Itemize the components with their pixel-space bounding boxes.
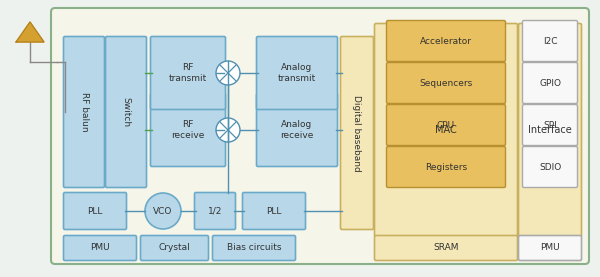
FancyBboxPatch shape xyxy=(386,63,505,104)
Text: 1/2: 1/2 xyxy=(208,206,222,216)
Text: CPU: CPU xyxy=(437,120,455,130)
FancyBboxPatch shape xyxy=(523,20,577,61)
Text: SRAM: SRAM xyxy=(433,243,459,253)
Text: VCO: VCO xyxy=(154,206,173,216)
FancyBboxPatch shape xyxy=(257,37,337,109)
FancyBboxPatch shape xyxy=(64,37,104,188)
Circle shape xyxy=(145,193,181,229)
Text: Analog
transmit: Analog transmit xyxy=(278,63,316,83)
FancyBboxPatch shape xyxy=(518,235,581,260)
FancyBboxPatch shape xyxy=(140,235,209,260)
FancyBboxPatch shape xyxy=(386,147,505,188)
Text: Interface: Interface xyxy=(528,125,572,135)
Text: RF
receive: RF receive xyxy=(172,120,205,140)
Text: PLL: PLL xyxy=(88,206,103,216)
FancyBboxPatch shape xyxy=(257,94,337,166)
FancyBboxPatch shape xyxy=(64,193,127,230)
FancyBboxPatch shape xyxy=(151,94,226,166)
FancyBboxPatch shape xyxy=(374,235,517,260)
Text: RF
transmit: RF transmit xyxy=(169,63,207,83)
Polygon shape xyxy=(16,22,44,42)
FancyBboxPatch shape xyxy=(194,193,235,230)
Text: Switch: Switch xyxy=(121,97,131,127)
Text: Bias circuits: Bias circuits xyxy=(227,243,281,253)
Text: Digital baseband: Digital baseband xyxy=(353,95,361,171)
FancyBboxPatch shape xyxy=(212,235,296,260)
Text: Registers: Registers xyxy=(425,163,467,171)
FancyBboxPatch shape xyxy=(386,20,505,61)
FancyBboxPatch shape xyxy=(341,37,373,230)
Text: Accelerator: Accelerator xyxy=(420,37,472,45)
Text: MAC: MAC xyxy=(435,125,457,135)
FancyBboxPatch shape xyxy=(523,63,577,104)
FancyBboxPatch shape xyxy=(523,104,577,145)
Text: PMU: PMU xyxy=(540,243,560,253)
FancyBboxPatch shape xyxy=(374,24,517,237)
Text: Sequencers: Sequencers xyxy=(419,78,473,88)
Text: SPI: SPI xyxy=(543,120,557,130)
FancyBboxPatch shape xyxy=(242,193,305,230)
FancyBboxPatch shape xyxy=(51,8,589,264)
Text: Analog
receive: Analog receive xyxy=(280,120,314,140)
FancyBboxPatch shape xyxy=(518,24,581,237)
FancyBboxPatch shape xyxy=(106,37,146,188)
Text: GPIO: GPIO xyxy=(539,78,561,88)
FancyBboxPatch shape xyxy=(151,37,226,109)
Text: I2C: I2C xyxy=(543,37,557,45)
FancyBboxPatch shape xyxy=(523,147,577,188)
Circle shape xyxy=(216,118,240,142)
Text: Crystal: Crystal xyxy=(158,243,190,253)
Text: PMU: PMU xyxy=(90,243,110,253)
Text: SDIO: SDIO xyxy=(539,163,561,171)
FancyBboxPatch shape xyxy=(64,235,137,260)
Text: PLL: PLL xyxy=(266,206,281,216)
Circle shape xyxy=(216,61,240,85)
FancyBboxPatch shape xyxy=(386,104,505,145)
Text: RF balun: RF balun xyxy=(79,92,89,132)
